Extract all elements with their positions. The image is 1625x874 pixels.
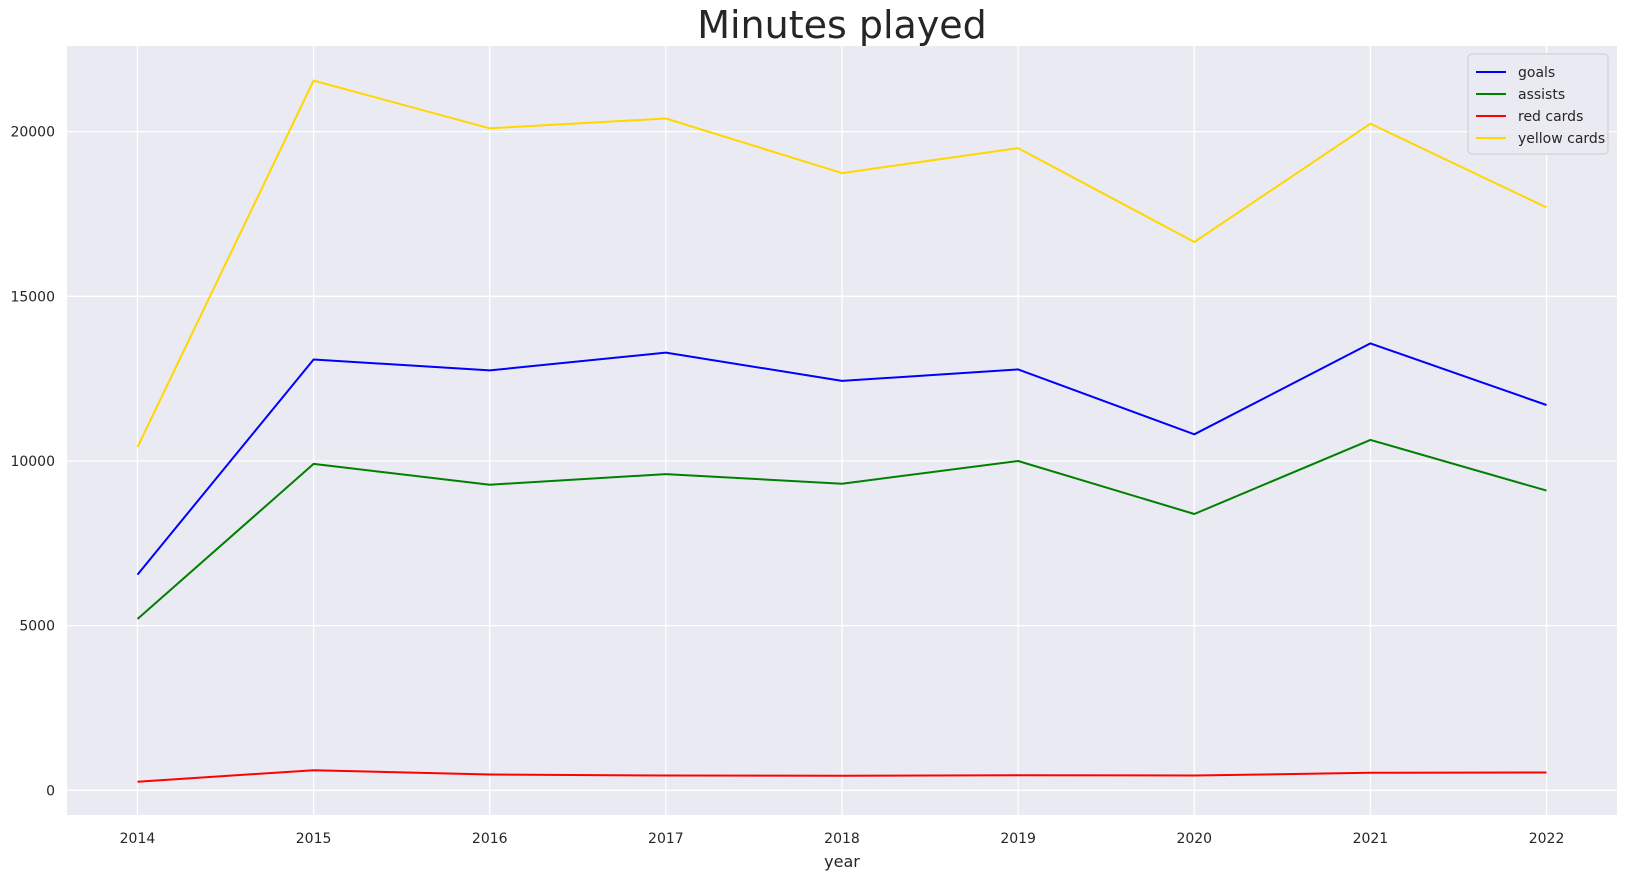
legend-label: yellow cards [1518,131,1605,147]
x-axis-label: year [824,852,860,871]
legend-label: red cards [1518,109,1583,125]
x-tick-label: 2018 [824,831,860,847]
x-tick-label: 2014 [120,831,156,847]
x-tick-label: 2015 [296,831,332,847]
x-tick-label: 2016 [472,831,508,847]
gridlines [67,46,1617,815]
legend: goals assists red cards yellow cards [1467,53,1609,155]
legend-box [1467,53,1609,155]
series-lines [136,79,1547,783]
series-line-red-cards [137,769,1547,783]
series-line-yellow-cards [136,79,1547,448]
y-tick-label: 0 [46,783,55,799]
y-tick-label: 15000 [10,289,55,305]
x-tick-label: 2020 [1176,831,1212,847]
x-tick-label: 2019 [1000,831,1036,847]
y-axis-ticks: 0 5000 10000 15000 20000 [10,125,55,800]
legend-label: assists [1518,87,1565,103]
series-line-goals [136,342,1547,576]
x-tick-label: 2021 [1353,831,1389,847]
y-tick-label: 10000 [10,454,55,470]
y-tick-label: 20000 [10,125,55,141]
y-tick-label: 5000 [19,619,55,635]
chart-title: Minutes played [697,3,987,47]
x-tick-label: 2022 [1529,831,1565,847]
x-axis-ticks: 2014 2015 2016 2017 2018 2019 2020 2021 2022 [120,831,1565,847]
series-line-assists [136,438,1547,620]
legend-label: goals [1518,65,1555,81]
x-tick-label: 2017 [648,831,684,847]
